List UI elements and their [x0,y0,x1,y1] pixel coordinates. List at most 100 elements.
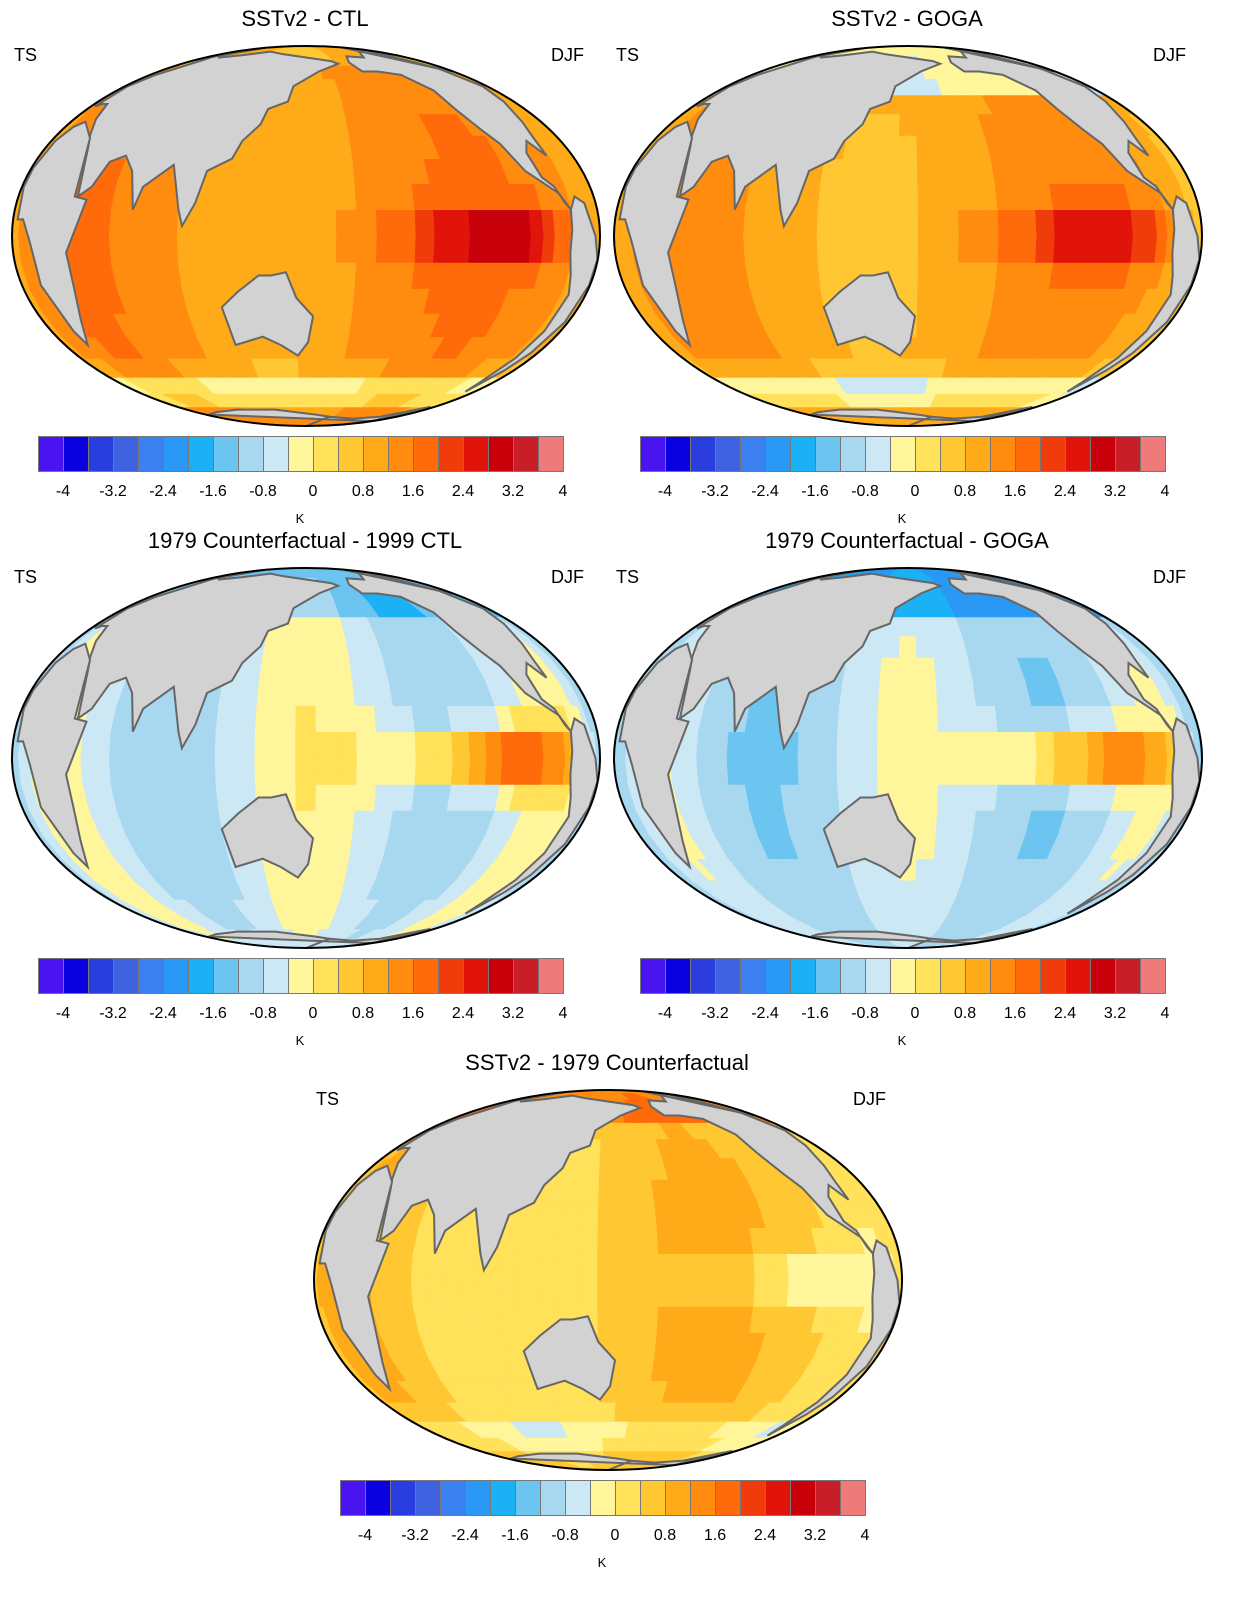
anomaly-cell [315,261,337,289]
anomaly-cell [900,376,916,394]
colorbar-swatch [238,958,264,994]
colorbar-swatch [1040,436,1066,472]
colorbar-swatch [463,958,489,994]
colorbar-swatch [665,436,691,472]
anomaly-cell [958,209,980,237]
anomaly-cell [878,158,900,185]
colorbar-swatch [1090,436,1116,472]
anomaly-cell [195,731,217,759]
anomaly-cell [617,1253,640,1281]
world-map [11,567,601,949]
colorbar-swatch [765,958,791,994]
anomaly-cell [254,705,277,733]
anomaly-cell [296,113,316,136]
colorbar-swatch [513,958,539,994]
anomaly-cell [937,783,960,811]
anomaly-cell [877,705,899,733]
panel-title: SSTv2 - 1979 Counterfactual [465,1050,749,1075]
anomaly-cell [897,757,919,785]
variable-label: TS [14,45,38,65]
anomaly-cell [616,1331,638,1358]
anomaly-cell [1116,731,1134,759]
anomaly-cell [484,209,504,237]
anomaly-cell [694,1305,718,1333]
anomaly-cell [1016,731,1038,759]
anomaly-cell [743,731,763,759]
anomaly-cell [484,757,504,785]
colorbar-swatch [915,436,941,472]
anomaly-cell [335,757,358,785]
colorbar-swatch [288,958,314,994]
anomaly-cell [637,1279,660,1307]
anomaly-cell [298,376,314,394]
colorbar-swatch [640,958,666,994]
anomaly-cell [297,357,315,378]
anomaly-cell [837,705,860,733]
colorbar-tick-label: -0.8 [249,1005,277,1022]
anomaly-cell [295,209,317,237]
colorbar-swatch [890,958,916,994]
anomaly-cell [917,705,939,733]
land-africa [618,120,694,349]
colorbar-tick-label: -2.4 [751,1005,779,1022]
anomaly-cell [373,261,397,289]
anomaly-cell [414,757,436,785]
anomaly-cell [295,183,317,211]
colorbar-swatch [715,436,741,472]
anomaly-cell [579,1178,600,1204]
anomaly-cell [677,1279,700,1307]
anomaly-cell [994,183,1018,211]
anomaly-cell [443,1279,463,1307]
panel-title: 1979 Counterfactual - GOGA [765,528,1049,553]
anomaly-cell [937,183,960,211]
anomaly-cell [274,235,297,263]
colorbar-swatch [1140,958,1166,994]
anomaly-cell [994,705,1018,733]
anomaly-cell [254,757,277,785]
colorbar-swatch [538,436,564,472]
anomaly-cell [177,261,201,289]
anomaly-cell [382,1279,400,1307]
panel-title: SSTv2 - CTL [241,6,369,31]
anomaly-cell [1053,731,1073,759]
anomaly-cell [617,1227,639,1255]
anomaly-cell [516,1253,539,1281]
anomaly-cell [94,731,112,759]
anomaly-cell [235,705,258,733]
colorbar-tick-label: 2.4 [451,483,475,500]
colorbar-swatch [438,436,464,472]
panel-1979cf-goga: 1979 Counterfactual - GOGA TS DJF -4 -3.2 -2.… [602,522,1212,1057]
anomaly-cell [710,757,730,785]
anomaly-cell [314,158,336,185]
anomaly-cell [601,1437,615,1452]
anomaly-cell [295,731,317,759]
anomaly-cell [414,731,436,759]
anomaly-cell [860,134,883,160]
anomaly-cell [897,783,919,811]
anomaly-cell [354,705,377,733]
anomaly-cell [517,1227,541,1255]
anomaly-cell [536,1253,558,1281]
anomaly-cell [433,757,454,785]
anomaly-cell [277,134,298,160]
colorbar-swatch [965,958,991,994]
anomaly-cell [797,731,819,759]
colorbar-swatch [413,958,439,994]
anomaly-cell [897,680,919,707]
anomaly-cell [274,209,297,237]
anomaly-cell [956,261,979,289]
anomaly-cell [797,209,819,237]
anomaly-cell [234,209,256,237]
anomaly-cell [916,312,937,338]
colorbar-tick-label: -1.6 [801,483,829,500]
anomaly-cell [254,209,277,237]
anomaly-cell [108,731,128,759]
anomaly-cell [392,261,416,289]
anomaly-cell [656,1227,679,1255]
anomaly-cell [468,235,488,263]
colorbar-tick-label: -1.6 [199,1005,227,1022]
anomaly-cell [124,731,144,759]
colorbar-swatch [213,958,239,994]
anomaly-cell [858,680,881,707]
anomaly-cell [881,113,901,136]
